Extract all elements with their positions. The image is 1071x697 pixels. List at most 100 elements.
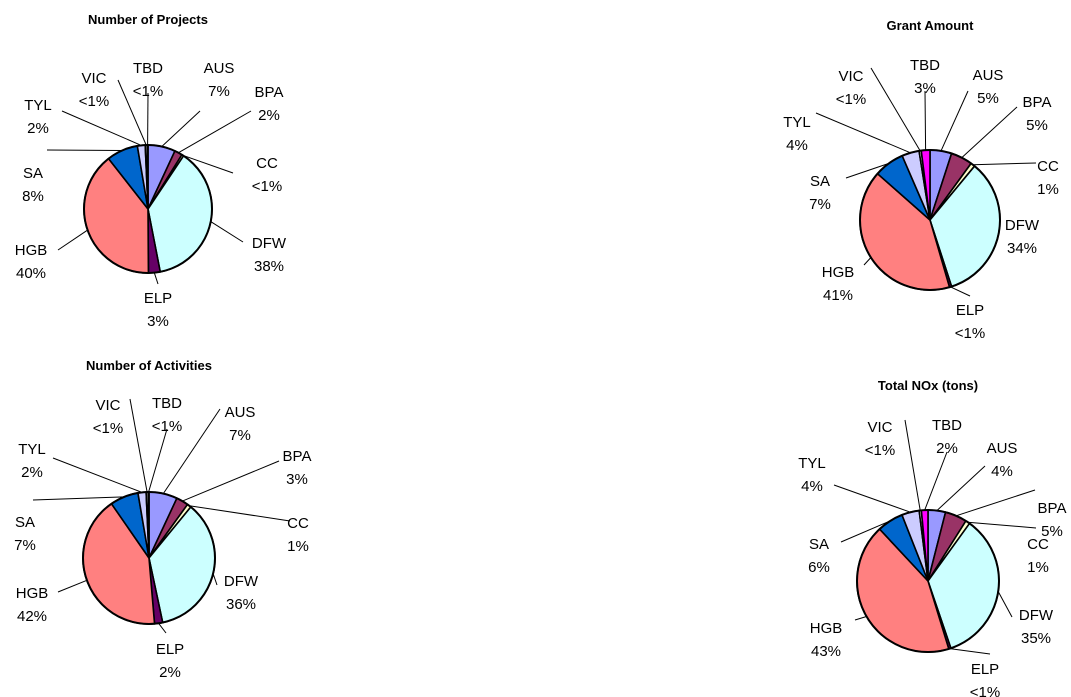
grant-amount-leader-tyl	[815, 112, 911, 154]
number-of-activities-leader-hgb	[57, 579, 88, 593]
total-nox-tons-label-dfw: DFW	[1019, 607, 1054, 624]
total-nox-tons-leader-tbd	[924, 451, 948, 511]
number-of-activities-leader-aus	[162, 408, 221, 494]
grant-amount-pct-vic: <1%	[836, 91, 866, 108]
number-of-activities-pct-vic: <1%	[93, 420, 123, 437]
number-of-activities-leader-tyl	[52, 457, 143, 493]
number-of-activities-pct-dfw: 36%	[226, 596, 256, 613]
total-nox-tons-label-sa: SA	[809, 536, 829, 553]
grant-amount-pct-cc: 1%	[1037, 181, 1059, 198]
number-of-projects-pct-tyl: 2%	[27, 120, 49, 137]
number-of-projects-leader-tyl	[61, 110, 142, 146]
grant-amount-label-elp: ELP	[956, 302, 984, 319]
grant-amount-pct-sa: 7%	[809, 196, 831, 213]
total-nox-tons-leader-elp	[949, 648, 991, 655]
number-of-activities-label-vic: VIC	[95, 397, 120, 414]
total-nox-tons-pct-tbd: 2%	[936, 440, 958, 457]
number-of-activities-leader-vic	[129, 398, 148, 493]
grant-amount-pct-tbd: 3%	[914, 80, 936, 97]
grant-amount-leader-hgb	[863, 257, 872, 266]
total-nox-tons-label-aus: AUS	[987, 440, 1018, 457]
total-nox-tons-pct-aus: 4%	[991, 463, 1013, 480]
grant-amount-label-tbd: TBD	[910, 57, 940, 74]
number-of-projects-label-hgb: HGB	[15, 242, 48, 259]
grant-amount-pct-elp: <1%	[955, 325, 985, 342]
number-of-activities-outline	[82, 491, 216, 625]
number-of-projects-leader-aus	[161, 110, 201, 147]
total-nox-tons-pct-tyl: 4%	[801, 478, 823, 495]
grant-amount-pct-tyl: 4%	[786, 137, 808, 154]
number-of-projects-leader-bpa	[178, 110, 252, 154]
total-nox-tons-pct-elp: <1%	[970, 684, 1000, 697]
number-of-projects-pct-cc: <1%	[252, 178, 282, 195]
grant-amount-label-sa: SA	[810, 173, 830, 190]
number-of-projects-leader-sa	[46, 149, 123, 151]
number-of-activities-pct-tyl: 2%	[21, 464, 43, 481]
number-of-projects-pct-aus: 7%	[208, 83, 230, 100]
number-of-activities-label-sa: SA	[15, 514, 35, 531]
number-of-projects-label-sa: SA	[23, 165, 43, 182]
grant-amount-pct-dfw: 34%	[1007, 240, 1037, 257]
number-of-projects-leader-vic	[117, 79, 147, 146]
number-of-activities-leader-cc	[189, 505, 291, 522]
number-of-projects-label-elp: ELP	[144, 290, 172, 307]
grant-amount-leader-sa	[845, 162, 890, 179]
number-of-activities-pct-elp: 2%	[159, 664, 181, 681]
number-of-projects-label-cc: CC	[256, 155, 278, 172]
grant-amount-pct-hgb: 41%	[823, 287, 853, 304]
number-of-projects-leader-dfw	[210, 221, 244, 243]
number-of-projects-pct-elp: 3%	[147, 313, 169, 330]
number-of-activities-pct-aus: 7%	[229, 427, 251, 444]
number-of-activities-label-dfw: DFW	[224, 573, 259, 590]
number-of-projects-leader-elp	[153, 272, 159, 285]
number-of-activities-label-aus: AUS	[225, 404, 256, 421]
total-nox-tons-label-bpa: BPA	[1038, 500, 1067, 517]
number-of-activities-pct-sa: 7%	[14, 537, 36, 554]
number-of-activities-leader-dfw	[212, 573, 218, 586]
number-of-projects-pct-bpa: 2%	[258, 107, 280, 124]
grant-amount-leader-tbd	[924, 90, 927, 151]
number-of-activities-label-tyl: TYL	[18, 441, 46, 458]
number-of-projects-pct-tbd: <1%	[133, 83, 163, 100]
number-of-activities-label-cc: CC	[287, 515, 309, 532]
total-nox-tons-leader-tyl	[833, 484, 911, 513]
total-nox-tons-label-cc: CC	[1027, 536, 1049, 553]
number-of-projects-leader-hgb	[57, 229, 88, 251]
number-of-projects-pie-chart: Number of Projects AUS 7% BPA 2% CC <1% DFW 38% E…	[15, 12, 287, 330]
grant-amount-label-vic: VIC	[838, 68, 863, 85]
total-nox-tons-leader-bpa	[955, 489, 1036, 517]
total-nox-tons-leader-sa	[840, 520, 891, 543]
grant-amount-leader-bpa	[961, 106, 1018, 158]
grant-amount-label-dfw: DFW	[1005, 217, 1040, 234]
number-of-activities-pct-hgb: 42%	[17, 608, 47, 625]
grant-amount-label-tyl: TYL	[783, 114, 811, 131]
total-nox-tons-pie-chart: Total NOx (tons) AUS 4% BPA 5%CC 1% DFW 35% ELP <…	[798, 378, 1066, 697]
grant-amount-label-hgb: HGB	[822, 264, 855, 281]
number-of-activities-pie-chart: Number of Activities AUS 7% BPA 3% CC 1% DFW 36%…	[14, 358, 311, 681]
grant-amount-leader-elp	[950, 286, 971, 297]
number-of-projects-label-dfw: DFW	[252, 235, 287, 252]
total-nox-tons-pct-hgb: 43%	[811, 643, 841, 660]
number-of-projects-pct-dfw: 38%	[254, 258, 284, 275]
grant-amount-outline	[859, 149, 1001, 291]
number-of-activities-leader-sa	[32, 496, 125, 501]
number-of-activities-leader-tbd	[148, 428, 168, 493]
total-nox-tons-leader-aus	[936, 465, 986, 511]
total-nox-tons-label-tyl: TYL	[798, 455, 826, 472]
total-nox-tons-label-vic: VIC	[867, 419, 892, 436]
number-of-activities-label-elp: ELP	[156, 641, 184, 658]
number-of-activities-label-hgb: HGB	[16, 585, 49, 602]
number-of-projects-outline	[83, 144, 213, 274]
grant-amount-label-cc: CC	[1037, 158, 1059, 175]
grant-amount-pct-bpa: 5%	[1026, 117, 1048, 134]
grant-amount-pie-chart: Grant Amount AUS 5% BPA 5% CC 1% DFW 34% ELP <1% HG…	[783, 18, 1059, 342]
total-nox-tons-pct-dfw: 35%	[1021, 630, 1051, 647]
grant-amount-leader-cc	[972, 162, 1037, 166]
number-of-projects-label-tyl: TYL	[24, 97, 52, 114]
grant-amount-label-bpa: BPA	[1023, 94, 1052, 111]
number-of-activities-title: Number of Activities	[86, 358, 212, 373]
number-of-projects-pct-vic: <1%	[79, 93, 109, 110]
total-nox-tons-label-tbd: TBD	[932, 417, 962, 434]
total-nox-tons-outline	[856, 509, 1000, 653]
total-nox-tons-label-hgb: HGB	[810, 620, 843, 637]
